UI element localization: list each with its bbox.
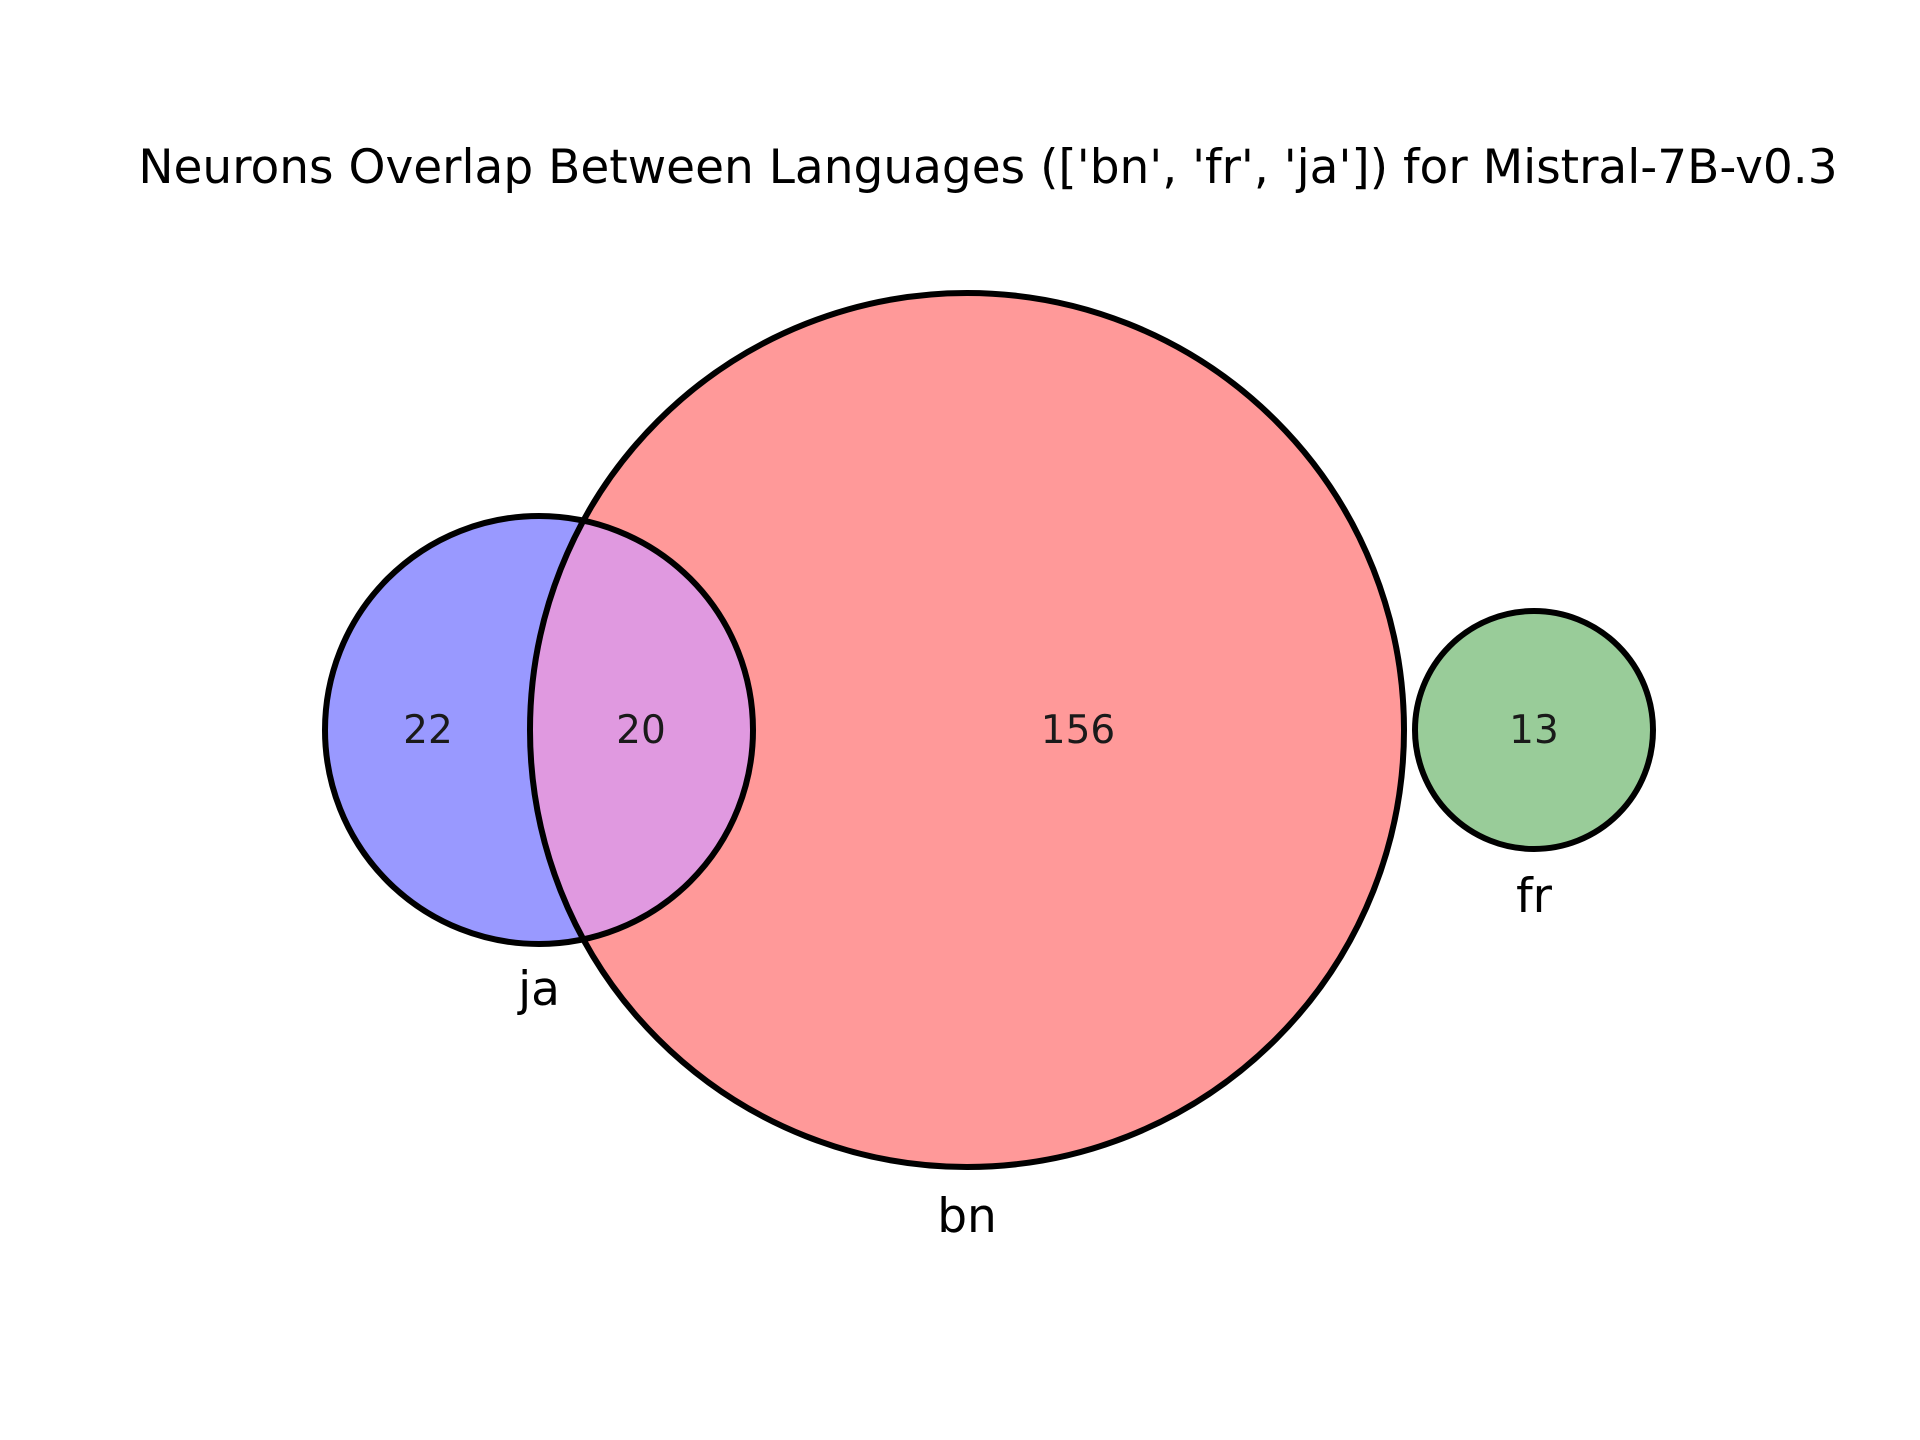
set-ja-outline [322, 513, 756, 947]
region-count-ja-only: 22 [403, 708, 453, 753]
region-count-fr-only: 13 [1509, 708, 1559, 753]
chart-title: Neurons Overlap Between Languages (['bn'… [138, 140, 1837, 195]
set-bn-outline [527, 290, 1407, 1170]
region-count-bn-ja: 20 [616, 708, 666, 753]
set-fr-outline [1412, 608, 1656, 852]
set-fr-fill [1415, 611, 1653, 849]
set-label-ja: ja [517, 962, 560, 1017]
set-bn-fill [530, 293, 1404, 1167]
set-label-fr: fr [1516, 869, 1553, 924]
region-count-bn-only: 156 [1041, 708, 1115, 753]
set-label-bn: bn [937, 1189, 997, 1244]
